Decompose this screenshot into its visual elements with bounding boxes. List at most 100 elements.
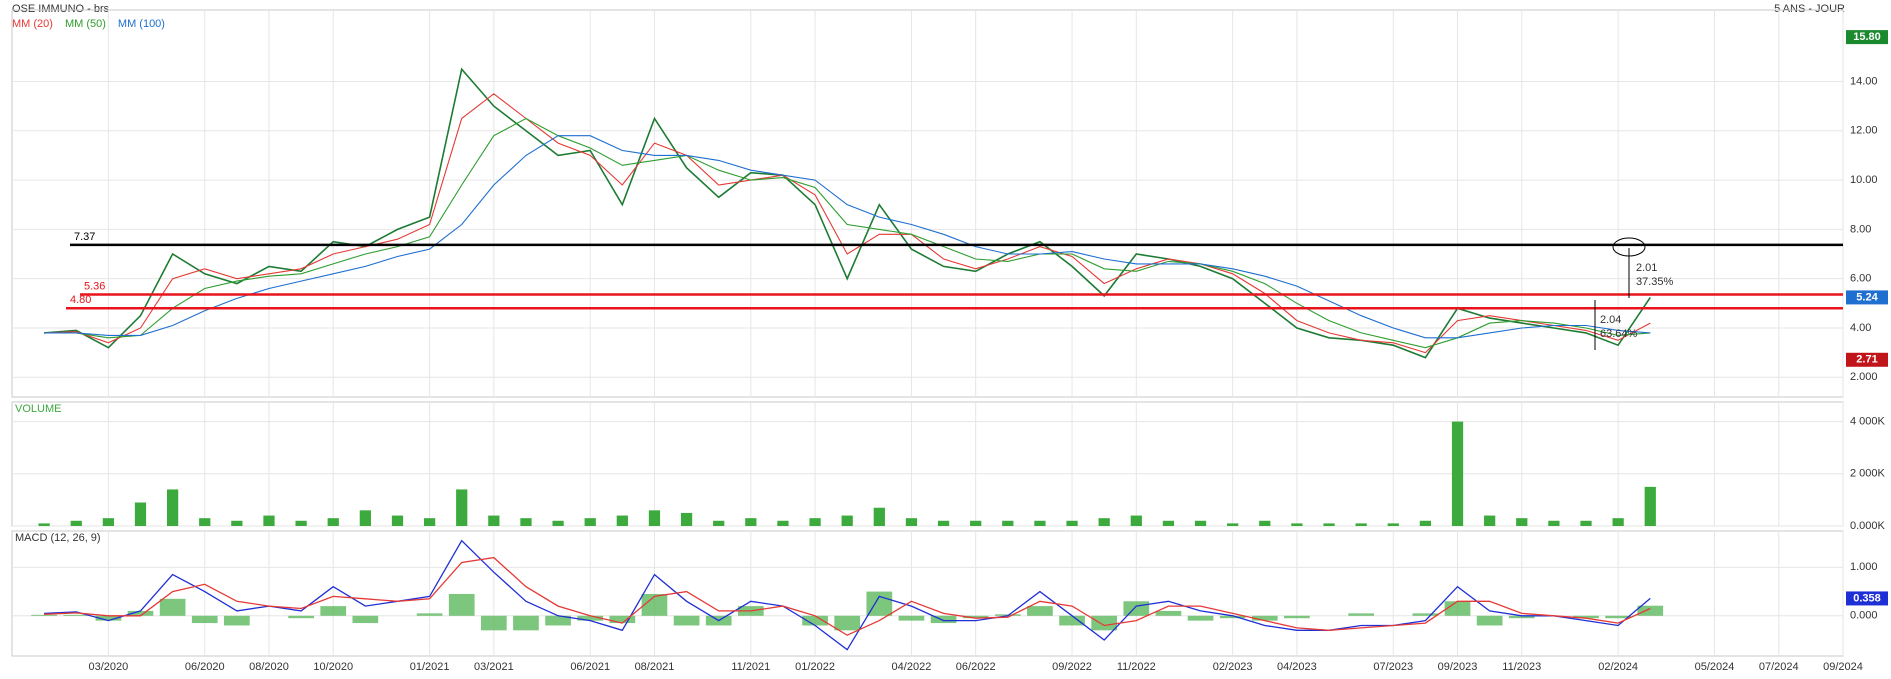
annotation: 37.35% [1636,276,1674,288]
legend-entry: MM (20) [12,18,53,30]
histogram-bar [448,593,475,616]
y-tick-label: 0.000 [1850,610,1878,622]
volume-bar [488,515,500,526]
volume-bar [648,510,661,526]
annotation: 2.01 [1636,262,1657,274]
histogram-bar [1476,615,1503,626]
price-tag [1846,290,1888,305]
histogram-bar [834,615,861,631]
price-tag-label: 15.80 [1853,31,1881,43]
volume-bar [777,520,789,526]
x-tick-label: 10/2020 [313,661,353,673]
histogram-bar [320,606,347,616]
volume-bar [1419,520,1432,526]
histogram-bar [1284,615,1310,619]
y-tick-label: 6.00 [1850,273,1871,285]
volume-bar [1098,518,1110,526]
x-tick-label: 01/2021 [410,661,450,673]
panel-title: VOLUME [15,403,61,415]
volume-bar [1355,523,1367,526]
annotation: 2.04 [1600,314,1621,326]
x-tick-label: 04/2023 [1277,661,1317,673]
histogram-bar [63,614,90,616]
y-tick-label: 4 000K [1850,415,1886,427]
y-tick-label: 2 000K [1850,468,1886,480]
price-tag [1846,591,1888,606]
y-tick-label: 4.00 [1850,322,1871,334]
price-tag-label: 0.358 [1853,592,1881,604]
volume-bar [38,523,50,526]
x-tick-label: 11/2022 [1117,661,1156,673]
histogram-bar [802,615,828,626]
x-tick-label: 08/2020 [249,661,289,673]
y-tick-label: 8.00 [1850,223,1871,235]
histogram-bar [513,615,539,631]
histogram-bar [577,615,604,621]
panel-frame [11,9,1844,398]
volume-bar [1227,523,1239,526]
volume-bar [1451,421,1464,526]
volume-bar [1002,520,1014,526]
volume-bar [1162,520,1175,526]
histogram-bar [641,593,668,616]
volume-bar [1130,515,1142,526]
volume-bar [423,518,436,526]
volume-bar [231,520,243,526]
x-tick-label: 01/2022 [795,661,835,673]
histogram-bar [416,613,443,616]
volume-bar [937,520,950,526]
volume-bar [295,520,307,526]
histogram-bar [1637,605,1664,616]
x-tick-label: 08/2021 [635,661,675,673]
y-tick-label: 10.00 [1850,174,1878,186]
y-tick-label: 12.00 [1850,125,1878,137]
x-tick-label: 11/2023 [1502,661,1541,673]
histogram-bar [1605,615,1631,619]
line-series [44,556,1651,636]
volume-bar [1644,486,1656,526]
panel-frame [11,401,1844,527]
histogram-bar [1219,615,1246,619]
volume-bar [134,502,147,526]
annotation: 63.64% [1600,328,1638,340]
histogram-bar [898,615,925,621]
histogram-bar [1027,606,1053,616]
x-tick-label: 05/2024 [1695,661,1735,673]
volume-bar [520,518,532,526]
volume-bar [1612,518,1624,526]
volume-bar [1516,518,1528,526]
histogram-bar [1508,615,1535,619]
x-tick-label: 03/2021 [474,661,514,673]
chart-title: OSE IMMUNO - brs [12,3,110,15]
line-series [44,117,1651,349]
histogram-bar [224,615,250,626]
histogram-bar [127,610,154,616]
volume-bar [905,518,918,526]
line-series [44,135,1651,339]
histogram-bar [1187,615,1214,621]
volume-bar [391,515,404,526]
histogram-bar [288,615,314,619]
line-series [44,67,1651,359]
histogram-bar [159,598,186,616]
volume-bar [1034,520,1046,526]
level-label: 4.80 [70,294,91,306]
histogram-bar [1573,615,1599,619]
volume-bar [970,520,982,526]
histogram-bar [609,615,636,624]
x-tick-label: 06/2020 [185,661,225,673]
legend-entry: MM (100) [118,18,165,30]
volume-bar [745,518,757,526]
histogram-bar [95,615,122,621]
volume-bar [199,518,211,526]
volume-bar [1194,520,1207,526]
histogram-bar [352,615,379,624]
x-tick-label: 07/2024 [1759,661,1799,673]
line-series [44,93,1651,354]
histogram-bar [1091,615,1118,631]
histogram-bar [1155,610,1182,616]
y-tick-label: 14.00 [1850,75,1878,87]
price-tag [1846,30,1888,45]
volume-bar [102,518,114,526]
y-tick-label: 1.000 [1850,561,1878,573]
